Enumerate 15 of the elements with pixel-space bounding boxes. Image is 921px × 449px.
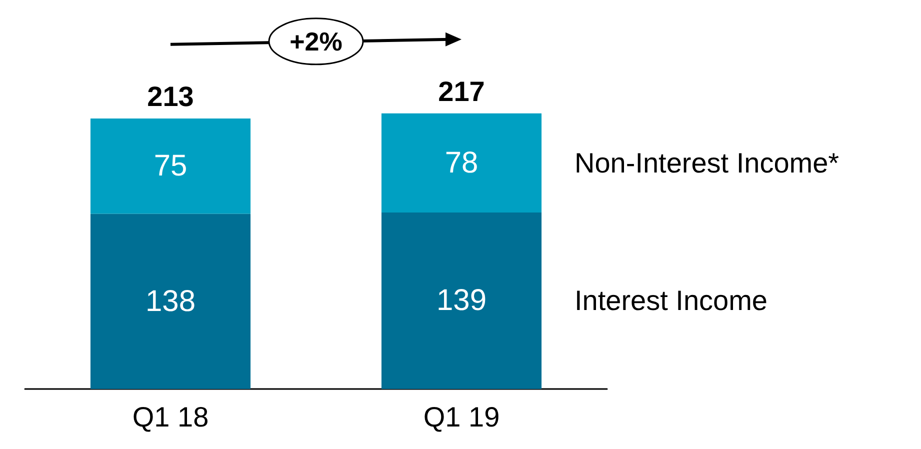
- series-label: Non-Interest Income*: [574, 147, 840, 178]
- text: +2%: [290, 26, 342, 56]
- bar: [381, 113, 542, 212]
- bar: [90, 214, 251, 389]
- bar: [90, 118, 251, 214]
- bar: [381, 212, 542, 389]
- total-label: 217: [438, 76, 485, 107]
- series-label: Interest Income: [574, 285, 768, 316]
- data-label: 139: [436, 284, 487, 318]
- data-label: 75: [154, 150, 188, 183]
- data-label: 78: [444, 146, 478, 180]
- x-tick-label: Q1 18: [132, 402, 209, 432]
- x-tick-label: Q1 19: [423, 402, 500, 432]
- total-label: 213: [147, 81, 194, 112]
- data-label: 138: [145, 284, 196, 318]
